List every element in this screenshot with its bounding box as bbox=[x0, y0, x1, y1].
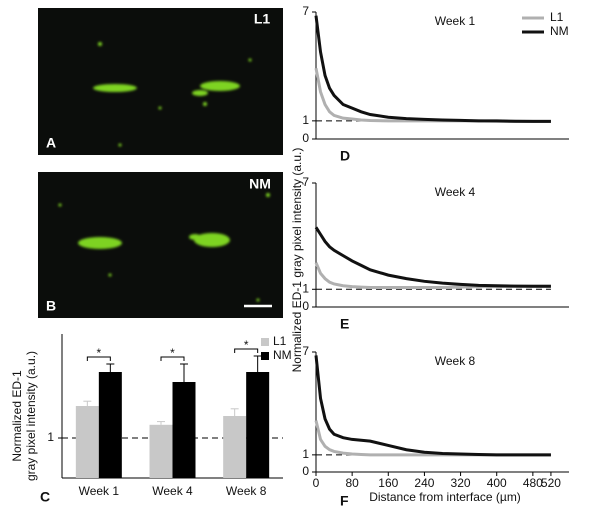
panel-letter: C bbox=[40, 489, 50, 505]
y-tick-label: 7 bbox=[302, 344, 309, 358]
x-tick-label: 160 bbox=[378, 476, 398, 490]
line-series bbox=[314, 67, 551, 123]
x-tick-label: Week 1 bbox=[79, 484, 120, 498]
panel-letter: A bbox=[46, 135, 56, 151]
significance-label: * bbox=[244, 338, 249, 352]
x-tick-label: 520 bbox=[541, 476, 561, 490]
panel-letter: F bbox=[340, 493, 349, 509]
y-axis-label: Normalized ED-1 gray pixel intensity (a.… bbox=[290, 148, 304, 373]
panel-letter: B bbox=[46, 298, 56, 314]
y-tick-label: 0 bbox=[302, 464, 309, 478]
legend-label: NM bbox=[273, 348, 292, 362]
x-tick-label: Week 4 bbox=[152, 484, 193, 498]
micrograph-b: NM B bbox=[38, 172, 283, 318]
significance-bracket bbox=[160, 356, 185, 361]
bar bbox=[172, 382, 196, 478]
significance-bracket bbox=[86, 356, 111, 361]
panel-letter: E bbox=[340, 316, 349, 332]
y-axis-label: gray pixel intensity (a.u.) bbox=[24, 351, 38, 481]
significance-bracket bbox=[234, 348, 259, 353]
image-label: NM bbox=[249, 176, 271, 192]
y-tick-label: 1 bbox=[47, 430, 54, 444]
x-tick-label: 400 bbox=[487, 476, 507, 490]
panel-letter: D bbox=[340, 148, 350, 164]
x-tick-label: Week 8 bbox=[226, 484, 267, 498]
y-tick-label: 1 bbox=[302, 447, 309, 461]
bar bbox=[246, 372, 270, 478]
x-axis-label: Distance from interface (µm) bbox=[369, 490, 521, 504]
y-tick-label: 7 bbox=[302, 175, 309, 189]
significance-label: * bbox=[96, 346, 101, 360]
legend-label: L1 bbox=[550, 10, 564, 24]
bar bbox=[149, 424, 173, 478]
y-axis-label: Normalized ED-1 bbox=[10, 370, 24, 462]
micrograph-a: L1 A bbox=[38, 8, 283, 155]
line-series bbox=[314, 355, 551, 457]
x-tick-label: 0 bbox=[313, 476, 320, 490]
line-series bbox=[314, 262, 551, 290]
y-tick-label: 7 bbox=[302, 4, 309, 18]
bar bbox=[223, 416, 247, 478]
line-series bbox=[314, 226, 551, 288]
bar bbox=[75, 406, 99, 478]
y-tick-label: 1 bbox=[302, 281, 309, 295]
legend-swatch bbox=[261, 338, 269, 346]
line-series bbox=[314, 420, 551, 457]
y-tick-label: 0 bbox=[302, 299, 309, 313]
bar bbox=[98, 372, 122, 478]
y-tick-label: 0 bbox=[302, 131, 309, 145]
y-tick-label: 1 bbox=[302, 113, 309, 127]
chart-title: Week 1 bbox=[435, 14, 476, 28]
x-tick-label: 240 bbox=[414, 476, 434, 490]
legend-label: NM bbox=[550, 24, 569, 38]
significance-label: * bbox=[170, 346, 175, 360]
x-tick-label: 80 bbox=[345, 476, 359, 490]
chart-title: Week 8 bbox=[435, 354, 476, 368]
image-label: L1 bbox=[254, 11, 271, 27]
chart-title: Week 4 bbox=[435, 185, 476, 199]
line-series bbox=[314, 15, 551, 123]
x-tick-label: 480 bbox=[523, 476, 543, 490]
x-tick-label: 320 bbox=[451, 476, 471, 490]
legend-label: L1 bbox=[273, 334, 287, 348]
legend-swatch bbox=[261, 352, 269, 360]
